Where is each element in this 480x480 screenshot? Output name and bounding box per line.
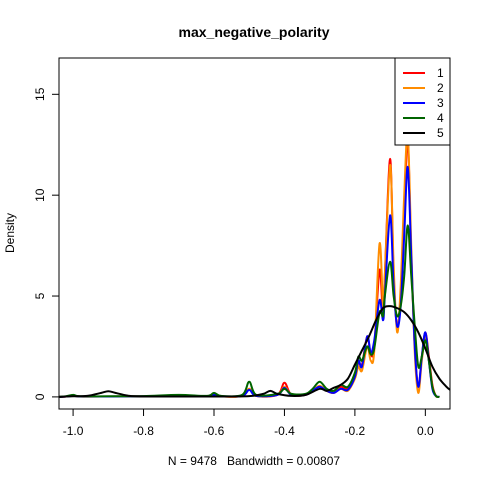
- x-tick-label: -0.6: [204, 424, 225, 438]
- series-line-5: [58, 305, 451, 398]
- y-axis: 0 5 10 15: [33, 87, 60, 400]
- y-tick-label: 0: [33, 393, 47, 400]
- legend-label: 2: [437, 81, 444, 95]
- series-line-2: [58, 132, 440, 398]
- legend-label: 5: [437, 126, 444, 140]
- y-tick-label: 5: [33, 292, 47, 299]
- legend-label: 1: [437, 66, 444, 80]
- legend-label: 4: [437, 111, 444, 125]
- x-tick-label: -0.8: [133, 424, 154, 438]
- series-layer: [58, 132, 451, 399]
- y-tick-label: 10: [33, 188, 47, 202]
- y-tick-label: 15: [33, 87, 47, 101]
- chart-title: max_negative_polarity: [179, 24, 330, 40]
- legend-label: 3: [437, 96, 444, 110]
- x-tick-label: 0.0: [417, 424, 434, 438]
- x-tick-label: -1.0: [63, 424, 84, 438]
- x-tick-label: -0.2: [345, 424, 366, 438]
- y-axis-title: Density: [3, 213, 17, 253]
- x-axis-title: N = 9478 Bandwidth = 0.00807: [168, 454, 340, 468]
- x-axis: -1.0 -0.8 -0.6 -0.4 -0.2 0.0: [63, 408, 434, 438]
- x-tick-label: -0.4: [274, 424, 295, 438]
- series-line-4: [58, 224, 440, 398]
